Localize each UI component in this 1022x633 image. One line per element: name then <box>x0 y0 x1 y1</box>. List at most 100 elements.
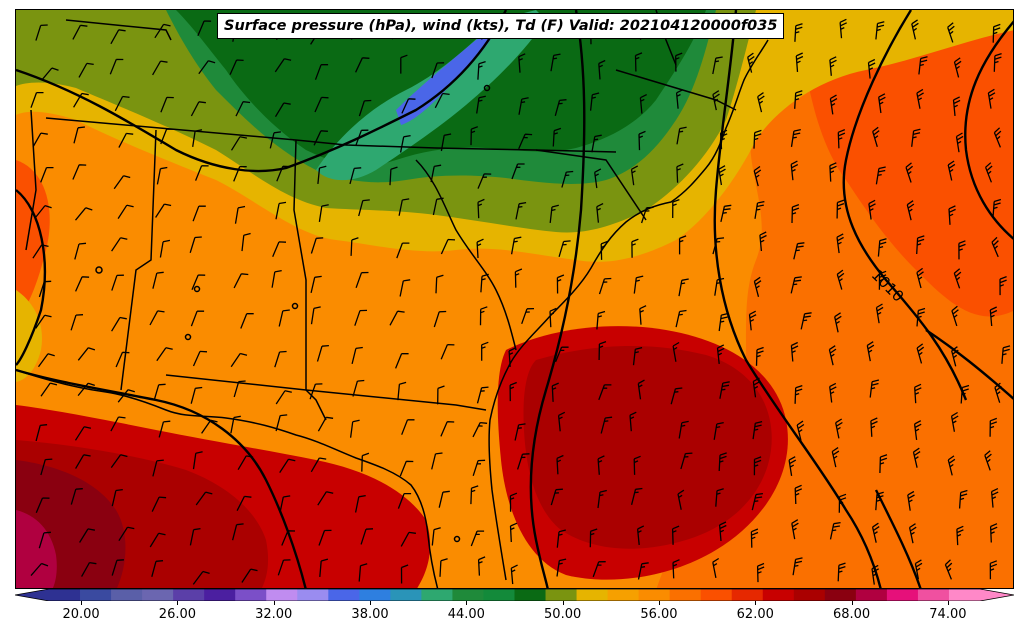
wind-barb <box>788 456 797 477</box>
dewpoint-map: 1010 <box>16 10 1013 588</box>
wind-barb <box>350 237 359 256</box>
wind-barb <box>518 133 533 150</box>
wind-barb <box>389 166 398 186</box>
wind-barb <box>314 64 329 80</box>
wind-barb <box>712 90 720 111</box>
wind-barb <box>70 314 84 331</box>
wind-barb <box>114 95 130 112</box>
isobar-i <box>874 489 922 588</box>
wind-barb <box>905 162 914 183</box>
wind-barb <box>240 313 254 329</box>
wind-barb <box>399 460 414 477</box>
wind-barb <box>829 94 838 115</box>
wind-barb <box>279 495 291 513</box>
station-marker <box>184 333 192 341</box>
wind-barb <box>984 162 993 183</box>
wind-barb <box>947 455 956 476</box>
wind-barb <box>277 559 291 576</box>
colorbar-segment <box>793 589 826 601</box>
wind-barb <box>877 238 887 257</box>
wind-barb <box>309 383 323 400</box>
wind-barb <box>481 341 489 361</box>
wind-barb <box>549 307 557 328</box>
wind-barb <box>637 379 645 400</box>
state-boundary-i <box>25 109 37 251</box>
wind-barb <box>470 530 485 547</box>
wind-barb <box>675 309 687 328</box>
wind-barb <box>598 384 612 401</box>
wind-barb <box>589 528 598 548</box>
wind-barb <box>234 205 246 224</box>
wind-barb <box>640 206 654 224</box>
wind-barb <box>600 416 613 434</box>
wind-barb <box>351 346 363 365</box>
colorbar-tick-label: 38.00 <box>351 607 389 622</box>
wind-barb <box>836 269 845 290</box>
wind-barb <box>790 160 799 181</box>
wind-barb <box>40 166 54 183</box>
wind-barb <box>81 561 97 577</box>
colorbar-tick-mark <box>851 601 853 605</box>
state-boundary-h <box>65 19 172 41</box>
wind-barb <box>194 165 209 181</box>
station-marker <box>193 285 201 293</box>
wind-barb <box>40 382 58 397</box>
wind-barb <box>633 455 641 475</box>
colorbar-segment <box>80 589 112 601</box>
wind-barb <box>829 56 837 76</box>
colorbar-tick-mark <box>755 601 757 605</box>
colorbar-segment <box>514 589 547 601</box>
wind-barb <box>77 347 96 361</box>
wind-barb <box>719 381 730 399</box>
wind-barb <box>958 489 968 509</box>
wind-barb <box>550 53 561 72</box>
wind-barb <box>477 60 486 80</box>
wind-barb <box>241 232 251 252</box>
wind-barb <box>791 203 800 224</box>
wind-barb <box>800 312 812 330</box>
wind-barb <box>908 523 917 544</box>
isobar-f <box>842 10 968 401</box>
isobar-a <box>16 10 508 173</box>
wind-barb <box>190 310 205 327</box>
wind-barb <box>399 134 411 153</box>
field-yellow-west <box>16 290 42 382</box>
wind-barb <box>916 88 924 109</box>
wind-barb <box>358 199 370 217</box>
wind-barb <box>198 60 216 75</box>
isobar-c <box>16 368 307 588</box>
wind-barb <box>118 526 135 542</box>
wind-barb <box>916 267 924 289</box>
wind-barb <box>991 236 999 258</box>
wind-barb <box>111 237 128 252</box>
colorbar-segment <box>824 589 857 601</box>
wind-barb <box>629 411 637 432</box>
wind-barb <box>867 58 876 79</box>
wind-barb <box>835 418 843 439</box>
wind-barb <box>951 305 959 327</box>
wind-barb <box>676 163 684 183</box>
wind-barb <box>401 98 416 114</box>
wind-barb <box>960 384 970 404</box>
wind-barb <box>319 558 329 577</box>
wind-barb <box>396 242 410 259</box>
wind-barb <box>433 310 447 328</box>
colorbar-segment <box>235 589 267 601</box>
colorbar-segment <box>638 589 671 601</box>
wind-barb <box>795 52 804 72</box>
wind-barb <box>434 92 450 109</box>
wind-barb <box>597 489 607 509</box>
wind-barb <box>515 201 527 220</box>
wind-barb <box>594 168 602 189</box>
wind-barb <box>675 89 684 109</box>
wind-barb <box>600 240 608 260</box>
colorbar-segment <box>359 589 391 601</box>
wind-barb <box>911 19 919 40</box>
wind-barb <box>241 568 258 583</box>
isobar-d <box>529 10 586 588</box>
wind-barb <box>556 274 565 294</box>
wind-barb <box>397 492 412 509</box>
wind-barb <box>35 424 48 442</box>
wind-barb <box>30 562 49 577</box>
wind-barb <box>752 420 763 440</box>
